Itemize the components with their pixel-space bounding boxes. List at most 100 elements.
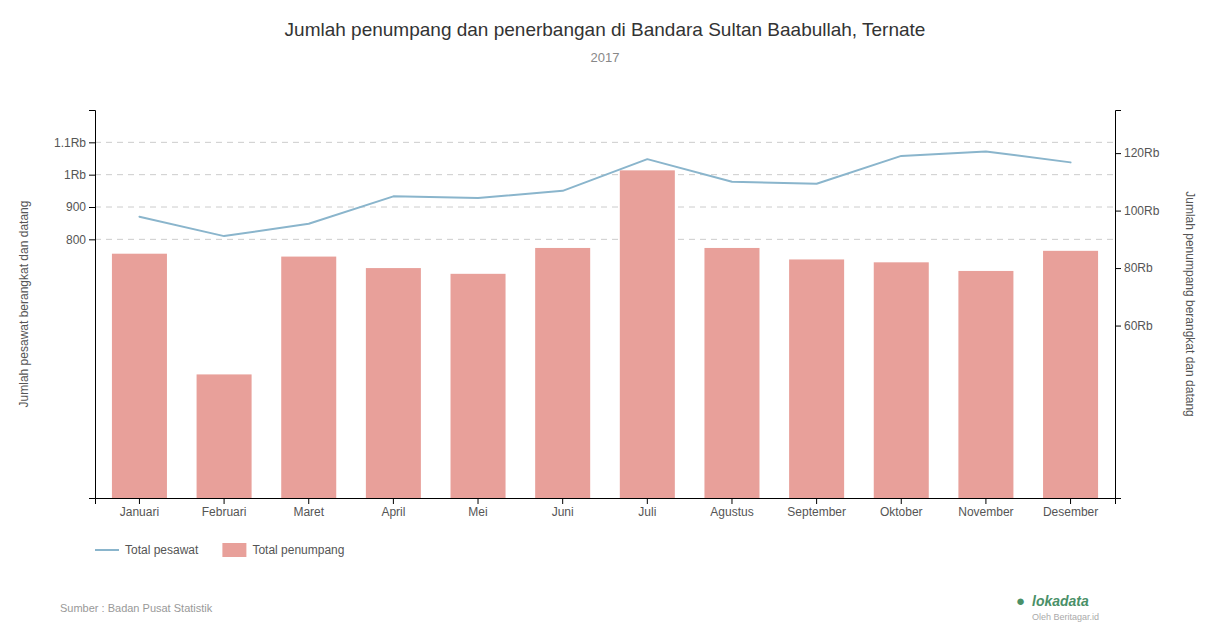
tick: Juni (552, 498, 574, 519)
y2-axis-title: Jumlah penumpang berangkat dan datang (1183, 191, 1197, 417)
tick: 80Rb (1115, 261, 1153, 275)
tick-label: 800 (66, 233, 86, 247)
tick: Desember (1043, 498, 1098, 519)
tick-label: 100Rb (1124, 204, 1160, 218)
tick-mark (224, 498, 225, 504)
tick: April (381, 498, 405, 519)
legend-label: Total penumpang (252, 543, 344, 557)
legend-label: Total pesawat (125, 543, 199, 557)
grid (95, 142, 1115, 239)
bar-series (112, 170, 1098, 498)
bar (958, 271, 1013, 498)
grid-line (95, 239, 1115, 240)
tick-label: Agustus (710, 505, 753, 519)
tick: Februari (202, 498, 247, 519)
grid-line (95, 142, 1115, 143)
tick: November (958, 498, 1013, 519)
tick-label: Mei (468, 505, 487, 519)
tick-mark (1115, 326, 1121, 327)
bar (366, 268, 421, 498)
axis-line (89, 111, 96, 499)
y-axis: 800 900 1Rb 1.1Rb (54, 111, 96, 499)
tick-label: 60Rb (1124, 319, 1153, 333)
tick-mark (89, 142, 95, 143)
tick: September (787, 498, 846, 519)
axis-line (96, 499, 1116, 505)
title: Jumlah penumpang dan penerbangan di Band… (285, 19, 926, 40)
tick-mark (901, 498, 902, 504)
tick-label: 120Rb (1124, 146, 1160, 160)
tick: 120Rb (1115, 146, 1160, 160)
legend-swatch (222, 543, 246, 557)
tick-mark (985, 498, 986, 504)
bar (535, 248, 590, 498)
grid-line (95, 207, 1115, 208)
bar (1043, 251, 1098, 498)
tick: 1.1Rb (54, 136, 95, 150)
legend-item: Total pesawat (95, 543, 199, 557)
chart: Jumlah penumpang dan penerbangan di Band… (0, 0, 1210, 628)
tick-label: 900 (66, 200, 86, 214)
tick-mark (89, 175, 95, 176)
tick-mark (1070, 498, 1071, 504)
line (139, 151, 1070, 236)
tick-mark (89, 239, 95, 240)
tick: Agustus (710, 498, 753, 519)
x-axis: Januari Februari Maret April Mei Juni Juli Agus… (96, 498, 1116, 519)
source: Sumber : Badan Pusat Statistik (60, 602, 213, 614)
tick-label: 1.1Rb (54, 136, 86, 150)
tick: Mei (468, 498, 487, 519)
brand-dot: ● (1016, 592, 1025, 609)
tick-label: November (958, 505, 1013, 519)
tick-label: Maret (293, 505, 324, 519)
tick: 100Rb (1115, 204, 1160, 218)
tick: Januari (120, 498, 159, 519)
bar (281, 257, 336, 498)
marks (112, 151, 1098, 498)
legend-item: Total penumpang (222, 543, 344, 557)
tick-label: 1Rb (64, 168, 86, 182)
tick: Juli (638, 498, 656, 519)
tick-mark (1115, 211, 1121, 212)
tick-mark (562, 498, 563, 504)
tick-mark (816, 498, 817, 504)
tick-mark (1115, 268, 1121, 269)
tick-mark (139, 498, 140, 504)
bar (704, 248, 759, 498)
tick: 1Rb (64, 168, 95, 182)
tick-label: Desember (1043, 505, 1098, 519)
y-axis-title: Jumlah pesawat berangkat dan datang (17, 201, 31, 408)
tick-mark (308, 498, 309, 504)
brand-name: lokadata (1032, 593, 1089, 609)
tick-mark (393, 498, 394, 504)
tick-label: Juni (552, 505, 574, 519)
tick-label: April (381, 505, 405, 519)
tick-mark (89, 207, 95, 208)
tick: Maret (293, 498, 324, 519)
plot-area: Januari Februari Maret April Mei Juni Juli Agus… (54, 111, 1160, 519)
bar (197, 374, 252, 498)
tick-label: Juli (638, 505, 656, 519)
tick-label: 80Rb (1124, 261, 1153, 275)
bar (112, 254, 167, 498)
bar (451, 274, 506, 498)
bar (874, 262, 929, 498)
tick: 900 (66, 200, 95, 214)
tick: 60Rb (1115, 319, 1153, 333)
bar (789, 259, 844, 498)
tick: 800 (66, 233, 95, 247)
tick: Oktober (880, 498, 923, 519)
tick-label: Februari (202, 505, 247, 519)
bar (620, 170, 675, 498)
tick-mark (478, 498, 479, 504)
legend: Total pesawat Total penumpang (95, 543, 344, 557)
axis-line (1116, 111, 1122, 499)
tick-mark (647, 498, 648, 504)
tick-label: September (787, 505, 846, 519)
tick-mark (1115, 153, 1121, 154)
tick-label: Januari (120, 505, 159, 519)
y2-axis: 60Rb 80Rb 100Rb 120Rb (1115, 111, 1160, 499)
legend-swatch (95, 549, 119, 551)
tick-label: Oktober (880, 505, 923, 519)
subtitle: 2017 (591, 50, 620, 65)
